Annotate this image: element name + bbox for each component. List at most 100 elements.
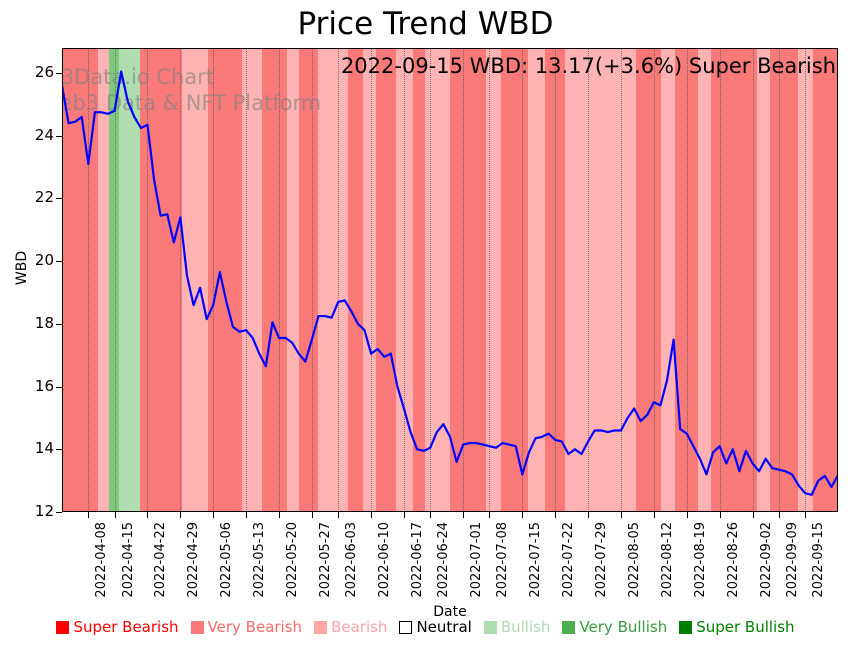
gridline-vertical xyxy=(180,48,182,512)
legend-swatch-icon xyxy=(679,620,693,634)
x-tick-label: 2022-07-22 xyxy=(561,522,577,598)
page-title: Price Trend WBD xyxy=(297,6,554,42)
x-tick-label: 2022-06-10 xyxy=(377,522,393,598)
legend-item-very-bullish[interactable]: Very Bullish xyxy=(562,618,667,636)
x-tick-mark xyxy=(246,512,248,518)
y-tick-mark xyxy=(56,386,62,388)
legend-label: Bearish xyxy=(331,618,388,636)
y-tick-mark xyxy=(56,73,62,75)
sentiment-band-bullish xyxy=(119,48,141,512)
price-annotation: 2022-09-15 WBD: 13.17(+3.6%) Super Beari… xyxy=(340,54,836,78)
gridline-vertical xyxy=(653,48,655,512)
x-tick-mark xyxy=(805,512,807,518)
x-axis-label: Date xyxy=(433,604,467,620)
y-tick-label: 24 xyxy=(34,125,54,144)
x-tick-label: 2022-06-24 xyxy=(436,522,452,598)
legend-item-bearish[interactable]: Bearish xyxy=(314,618,387,636)
y-tick-label: 16 xyxy=(34,376,54,395)
x-tick-label: 2022-06-03 xyxy=(344,522,360,598)
sentiment-band-very-bearish xyxy=(299,48,319,512)
sentiment-band-bearish xyxy=(318,48,349,512)
sentiment-band-very-bullish xyxy=(108,48,120,512)
x-tick-mark xyxy=(430,512,432,518)
gridline-vertical xyxy=(489,48,491,512)
legend-swatch-icon xyxy=(56,620,70,634)
legend-swatch-icon xyxy=(314,620,328,634)
sentiment-band-bearish xyxy=(661,48,676,512)
legend-label: Super Bullish xyxy=(696,618,795,636)
x-tick-mark xyxy=(588,512,590,518)
legend-item-super-bullish[interactable]: Super Bullish xyxy=(679,618,795,636)
sentiment-band-bearish xyxy=(182,48,209,512)
x-tick-label: 2022-05-20 xyxy=(285,522,301,598)
x-tick-mark xyxy=(180,512,182,518)
legend-item-super-bearish[interactable]: Super Bearish xyxy=(56,618,179,636)
vertical-gridlines xyxy=(62,48,838,512)
y-tick-label: 12 xyxy=(34,502,54,520)
gridline-vertical xyxy=(213,48,215,512)
legend-label: Very Bullish xyxy=(579,618,668,636)
legend-label: Bullish xyxy=(500,618,551,636)
sentiment-band-very-bearish xyxy=(813,48,838,512)
gridline-vertical xyxy=(403,48,405,512)
x-tick-mark xyxy=(279,512,281,518)
gridline-vertical xyxy=(686,48,688,512)
y-tick-label: 22 xyxy=(34,188,54,207)
x-tick-mark xyxy=(311,512,313,518)
y-tick-label: 20 xyxy=(34,251,54,270)
x-tick-mark xyxy=(213,512,215,518)
gridline-vertical xyxy=(430,48,432,512)
sentiment-band-bearish xyxy=(242,48,263,512)
x-tick-mark xyxy=(620,512,622,518)
gridline-vertical xyxy=(778,48,780,512)
x-tick-label: 2022-08-05 xyxy=(626,522,642,598)
gridline-vertical xyxy=(338,48,340,512)
sentiment-band-bearish xyxy=(363,48,376,512)
x-tick-mark xyxy=(88,512,90,518)
gridline-vertical xyxy=(371,48,373,512)
y-tick-mark xyxy=(56,198,62,200)
sentiment-band-bearish xyxy=(757,48,771,512)
gridline-vertical xyxy=(463,48,465,512)
x-tick-mark xyxy=(403,512,405,518)
legend-item-neutral[interactable]: Neutral xyxy=(399,618,472,636)
legend-item-bullish[interactable]: Bullish xyxy=(483,618,551,636)
sentiment-band-very-bearish xyxy=(347,48,364,512)
sentiment-band-very-bearish xyxy=(544,48,566,512)
x-tick-mark xyxy=(338,512,340,518)
sentiment-band-very-bearish xyxy=(710,48,758,512)
legend-swatch-icon xyxy=(190,620,204,634)
x-tick-label: 2022-06-17 xyxy=(409,522,425,598)
x-tick-label: 2022-04-22 xyxy=(153,522,169,598)
plot-area[interactable]: W3Data.io Chart Web3 Data & NFT Platform… xyxy=(62,48,838,512)
gridline-vertical xyxy=(246,48,248,512)
legend: Super Bearish Very Bearish Bearish Neutral B… xyxy=(0,618,851,636)
y-tick-label: 26 xyxy=(34,63,54,82)
x-tick-mark xyxy=(371,512,373,518)
x-tick-label: 2022-07-15 xyxy=(528,522,544,598)
legend-item-very-bearish[interactable]: Very Bearish xyxy=(190,618,302,636)
x-tick-label: 2022-07-29 xyxy=(594,522,610,598)
x-tick-mark xyxy=(147,512,149,518)
gridline-vertical xyxy=(555,48,557,512)
x-tick-mark xyxy=(719,512,721,518)
y-tick-mark xyxy=(56,135,62,137)
x-tick-mark xyxy=(489,512,491,518)
y-tick-mark xyxy=(56,323,62,325)
legend-swatch-icon xyxy=(562,620,576,634)
x-tick-label: 2022-08-12 xyxy=(659,522,675,598)
x-tick-label: 2022-08-26 xyxy=(725,522,741,598)
gridline-vertical xyxy=(719,48,721,512)
x-tick-label: 2022-07-08 xyxy=(495,522,511,598)
x-tick-label: 2022-05-27 xyxy=(317,522,333,598)
gridline-vertical xyxy=(279,48,281,512)
sentiment-band-bearish xyxy=(287,48,300,512)
y-tick-mark xyxy=(56,261,62,263)
price-line xyxy=(62,70,838,496)
x-tick-label: 2022-05-06 xyxy=(219,522,235,598)
sentiment-band-bearish xyxy=(698,48,712,512)
x-tick-label: 2022-09-02 xyxy=(758,522,774,598)
gridline-vertical xyxy=(620,48,622,512)
y-axis-label: WBD xyxy=(14,250,30,286)
x-tick-mark xyxy=(114,512,116,518)
